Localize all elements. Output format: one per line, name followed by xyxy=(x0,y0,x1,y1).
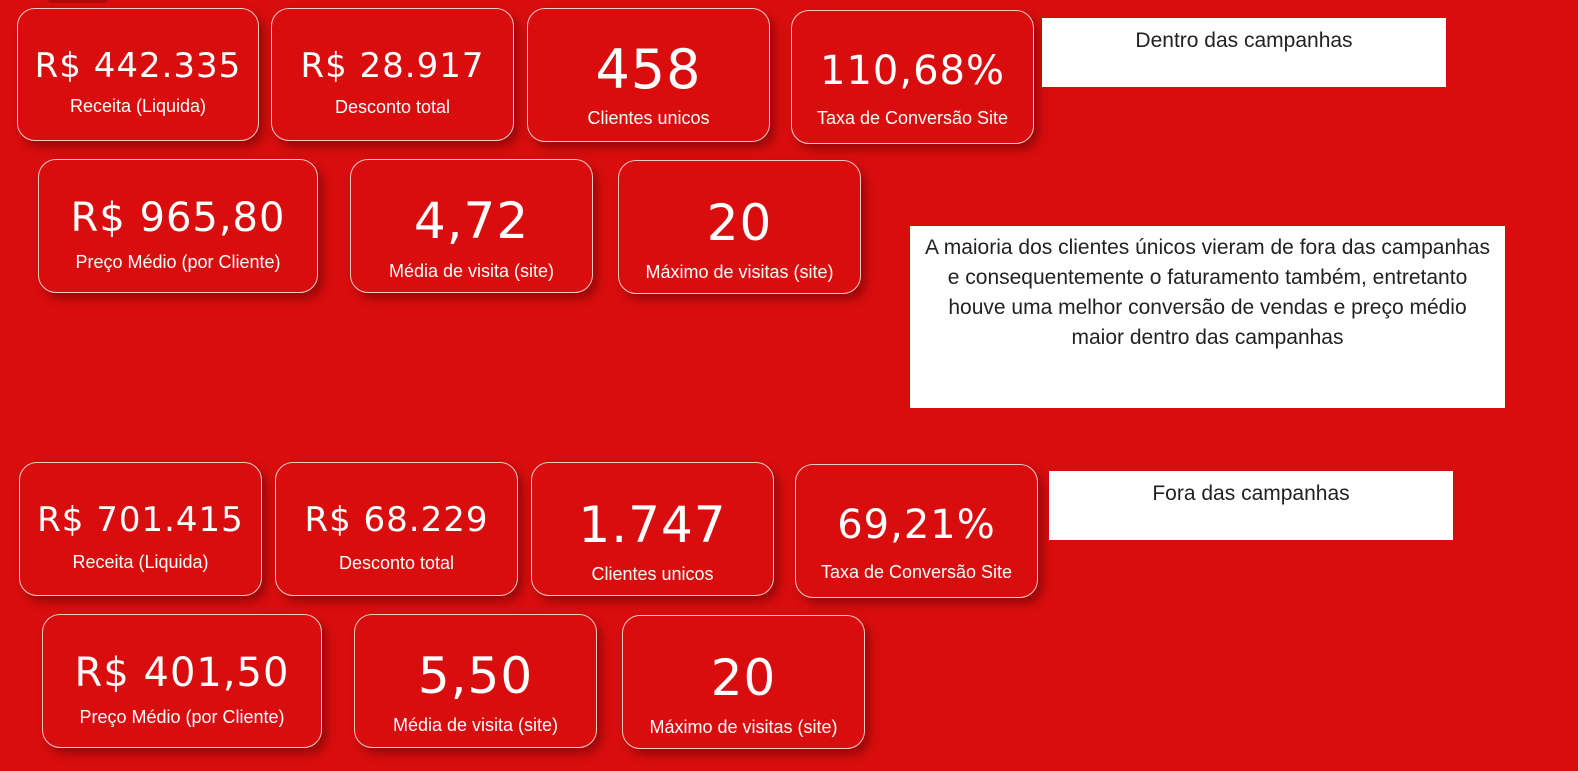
kpi-card-inside-revenue: R$ 442.335 Receita (Liquida) xyxy=(17,8,259,141)
kpi-card-inside-discount: R$ 28.917 Desconto total xyxy=(271,8,514,141)
kpi-value: R$ 68.229 xyxy=(304,500,489,540)
kpi-label: Média de visita (site) xyxy=(392,715,559,735)
kpi-value: 4,72 xyxy=(413,192,530,250)
kpi-card-outside-max-visits: 20 Máximo de visitas (site) xyxy=(622,615,865,749)
kpi-card-inside-average-price: R$ 965,80 Preço Médio (por Cliente) xyxy=(38,159,318,293)
kpi-label: Receita (Liquida) xyxy=(69,96,207,116)
kpi-card-outside-unique-clients: 1.747 Clientes unicos xyxy=(531,462,774,596)
kpi-label: Desconto total xyxy=(334,97,451,117)
kpi-value: R$ 442.335 xyxy=(34,46,242,86)
analysis-comment: A maioria dos clientes únicos vieram de … xyxy=(910,226,1505,408)
kpi-label: Desconto total xyxy=(338,553,455,573)
top-left-shadow-mark xyxy=(48,0,108,3)
kpi-value: R$ 965,80 xyxy=(70,195,286,241)
kpi-card-outside-discount: R$ 68.229 Desconto total xyxy=(275,462,518,596)
kpi-value: 458 xyxy=(595,38,702,101)
kpi-card-inside-unique-clients: 458 Clientes unicos xyxy=(527,8,770,142)
kpi-label: Máximo de visitas (site) xyxy=(649,717,838,737)
kpi-card-inside-max-visits: 20 Máximo de visitas (site) xyxy=(618,160,861,294)
kpi-value: R$ 28.917 xyxy=(300,46,485,86)
kpi-label: Clientes unicos xyxy=(591,564,714,584)
section-title-inside: Dentro das campanhas xyxy=(1042,18,1446,87)
kpi-value: 1.747 xyxy=(578,496,727,554)
kpi-label: Preço Médio (por Cliente) xyxy=(75,252,281,272)
kpi-label: Máximo de visitas (site) xyxy=(645,262,834,282)
kpi-card-outside-average-price: R$ 401,50 Preço Médio (por Cliente) xyxy=(42,614,322,748)
kpi-label: Receita (Liquida) xyxy=(72,552,209,572)
kpi-label: Taxa de Conversão Site xyxy=(816,108,1009,128)
kpi-label: Taxa de Conversão Site xyxy=(820,562,1013,582)
kpi-value: R$ 401,50 xyxy=(74,650,290,696)
kpi-card-inside-average-visits: 4,72 Média de visita (site) xyxy=(350,159,593,293)
kpi-value: R$ 701.415 xyxy=(37,500,244,540)
kpi-label: Preço Médio (por Cliente) xyxy=(79,707,285,727)
kpi-value: 5,50 xyxy=(417,647,534,705)
kpi-label: Média de visita (site) xyxy=(388,261,555,281)
kpi-card-outside-conversion-rate: 69,21% Taxa de Conversão Site xyxy=(795,464,1038,598)
section-title-outside: Fora das campanhas xyxy=(1049,471,1453,540)
kpi-card-inside-conversion-rate: 110,68% Taxa de Conversão Site xyxy=(791,10,1034,144)
kpi-value: 20 xyxy=(710,649,777,707)
kpi-card-outside-revenue: R$ 701.415 Receita (Liquida) xyxy=(19,462,262,596)
kpi-card-outside-average-visits: 5,50 Média de visita (site) xyxy=(354,614,597,748)
kpi-value: 69,21% xyxy=(837,502,996,548)
kpi-value: 110,68% xyxy=(820,48,1005,94)
kpi-value: 20 xyxy=(706,194,773,252)
kpi-label: Clientes unicos xyxy=(587,108,710,128)
